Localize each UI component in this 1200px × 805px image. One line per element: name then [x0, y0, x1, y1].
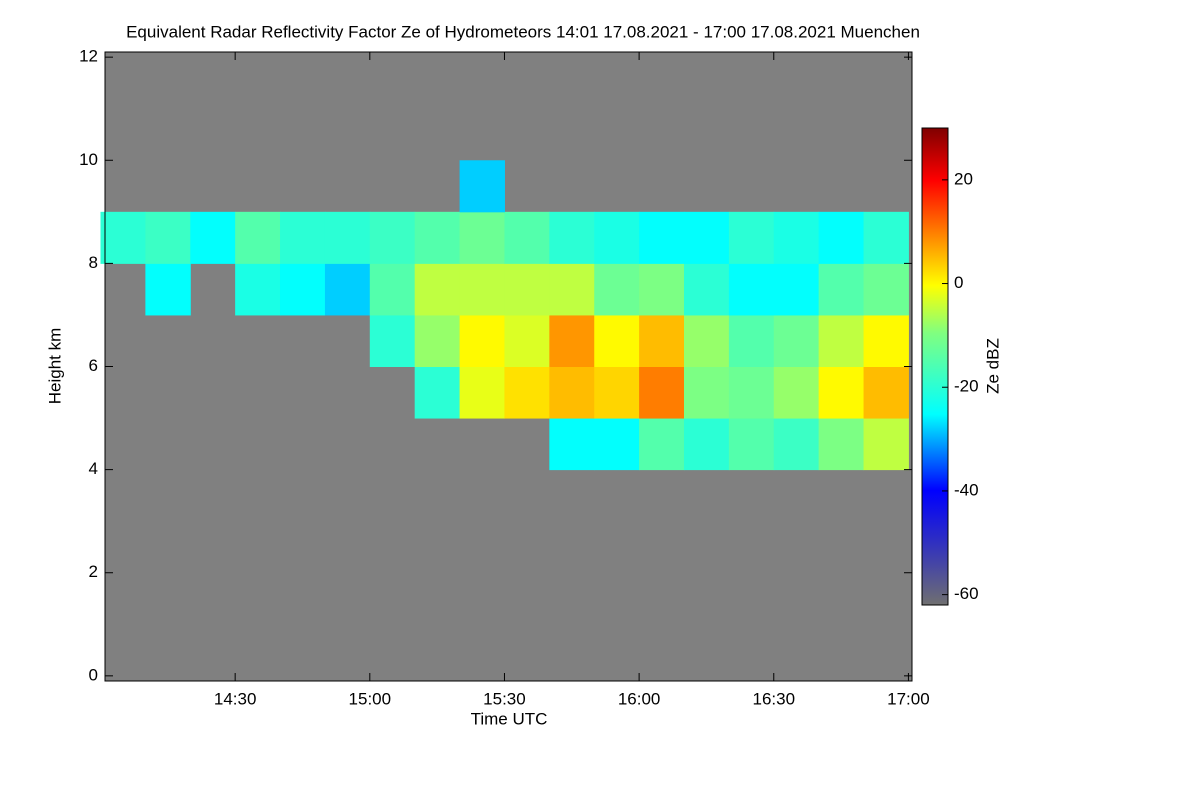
- heatmap-cell: [863, 366, 909, 419]
- heatmap-cell: [459, 263, 505, 316]
- heatmap-cell: [818, 314, 865, 367]
- heatmap-cell: [504, 211, 550, 264]
- heatmap-cell: [414, 263, 461, 316]
- colorbar-tick-label: 0: [954, 273, 963, 292]
- heatmap-cell: [369, 263, 416, 316]
- heatmap-cell: [818, 211, 865, 264]
- heatmap-cell: [773, 211, 820, 264]
- heatmap-cell: [863, 211, 909, 264]
- heatmap-cell: [414, 314, 461, 367]
- heatmap-cell: [863, 263, 909, 316]
- heatmap-cell: [639, 263, 685, 316]
- heatmap-cell: [190, 211, 236, 264]
- heatmap-cell: [324, 263, 371, 316]
- y-tick-label: 4: [89, 459, 98, 478]
- heatmap-cell: [100, 211, 146, 264]
- y-axis-label: Height km: [45, 328, 64, 405]
- heatmap-cell: [818, 263, 865, 316]
- heatmap-cell: [683, 211, 730, 264]
- heatmap-cell: [414, 366, 461, 419]
- y-tick-label: 0: [89, 665, 98, 684]
- heatmap-cell: [280, 211, 326, 264]
- heatmap-cell: [639, 314, 685, 367]
- heatmap-cell: [235, 211, 281, 264]
- x-tick-label: 15:00: [349, 689, 392, 708]
- heatmap-cell: [549, 263, 595, 316]
- heatmap-cell: [594, 314, 640, 367]
- heatmap-cell: [549, 314, 595, 367]
- heatmap-cell: [728, 263, 775, 316]
- heatmap-cell: [683, 418, 730, 471]
- heatmap-cell: [145, 211, 191, 264]
- x-tick-label: 16:00: [618, 689, 661, 708]
- heatmap-cell: [773, 263, 820, 316]
- heatmap-cell: [728, 418, 775, 471]
- heatmap-cell: [459, 211, 505, 264]
- colorbar: [921, 127, 949, 606]
- heatmap-cell: [773, 366, 820, 419]
- x-tick-label: 16:30: [752, 689, 795, 708]
- heatmap-cell: [683, 314, 730, 367]
- heatmap-cell: [549, 211, 595, 264]
- heatmap-cell: [728, 211, 775, 264]
- heatmap-cell: [459, 366, 505, 419]
- heatmap-cell: [235, 263, 281, 316]
- x-axis-label: Time UTC: [471, 709, 548, 728]
- heatmap-cell: [594, 418, 640, 471]
- x-tick-label: 17:00: [887, 689, 930, 708]
- heatmap-cell: [818, 366, 865, 419]
- heatmap-cell: [773, 418, 820, 471]
- colorbar-label: Ze dBZ: [983, 338, 1002, 394]
- heatmap-cell: [639, 211, 685, 264]
- heatmap-cell: [459, 160, 505, 213]
- y-tick-label: 10: [79, 150, 98, 169]
- heatmap-cell: [728, 366, 775, 419]
- heatmap-cell: [773, 314, 820, 367]
- chart-title: Equivalent Radar Reflectivity Factor Ze …: [126, 22, 920, 41]
- heatmap-cell: [324, 211, 371, 264]
- heatmap-cell: [594, 263, 640, 316]
- heatmap-cell: [683, 366, 730, 419]
- y-tick-label: 6: [89, 356, 98, 375]
- heatmap-cell: [504, 366, 550, 419]
- heatmap-cell: [369, 211, 416, 264]
- heatmap-cell: [369, 314, 416, 367]
- heatmap-cell: [639, 366, 685, 419]
- heatmap-cell: [594, 366, 640, 419]
- y-tick-label: 8: [89, 253, 98, 272]
- heatmap-cell: [683, 263, 730, 316]
- heatmap-cell: [863, 418, 909, 471]
- heatmap-cell: [459, 314, 505, 367]
- colorbar-tick-label: -60: [954, 584, 979, 603]
- heatmap-cell: [414, 211, 461, 264]
- y-tick-label: 12: [79, 47, 98, 66]
- y-tick-label: 2: [89, 562, 98, 581]
- heatmap-cell: [549, 418, 595, 471]
- heatmap-cell: [504, 263, 550, 316]
- heatmap-cell: [549, 366, 595, 419]
- heatmap-cell: [504, 314, 550, 367]
- x-tick-label: 14:30: [214, 689, 257, 708]
- heatmap-cell: [145, 263, 191, 316]
- colorbar-tick-label: -40: [954, 480, 979, 499]
- heatmap-cell: [863, 314, 909, 367]
- heatmap-cell: [818, 418, 865, 471]
- heatmap-cell: [728, 314, 775, 367]
- heatmap-cell: [594, 211, 640, 264]
- colorbar-tick-label: -20: [954, 377, 979, 396]
- colorbar-tick-label: 20: [954, 169, 973, 188]
- heatmap-cell: [280, 263, 326, 316]
- x-tick-label: 15:30: [483, 689, 526, 708]
- heatmap-cell: [639, 418, 685, 471]
